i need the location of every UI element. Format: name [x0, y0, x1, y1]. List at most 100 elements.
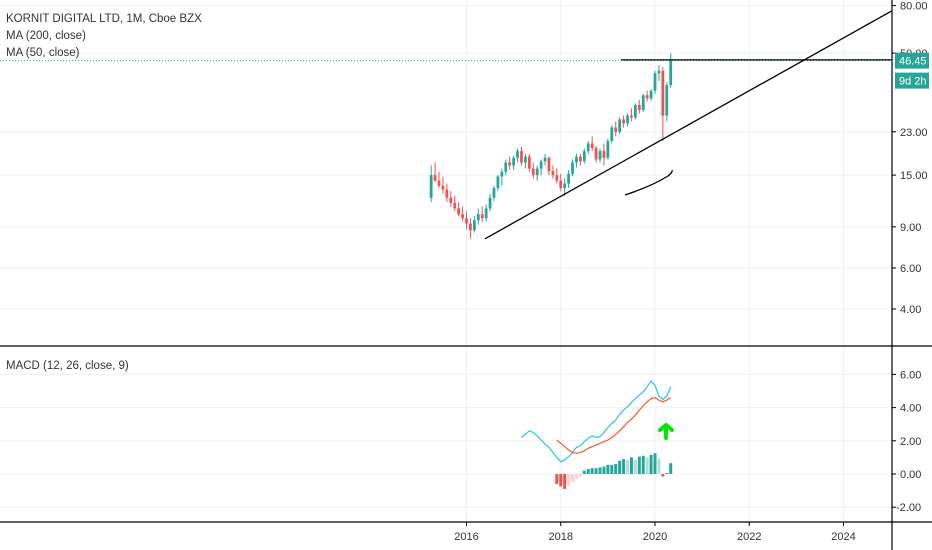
candle-body [653, 73, 657, 91]
candle-body [492, 188, 496, 198]
candle-body [524, 156, 527, 163]
candle-body [555, 175, 559, 181]
time-tick-label: 2020 [643, 531, 667, 543]
gridlines [0, 0, 892, 521]
histogram-bar [649, 454, 653, 474]
candle-body [433, 175, 437, 181]
histogram-bar [555, 474, 559, 484]
candle-body [531, 168, 535, 176]
histogram-bar [606, 464, 610, 474]
candle-body [504, 162, 508, 172]
candle-body [547, 157, 551, 172]
candle-body [586, 143, 590, 152]
ascending-trendline [484, 10, 893, 240]
candle-body [610, 127, 614, 142]
candle-body [527, 156, 531, 169]
time-tick-label: 2024 [831, 531, 855, 543]
price-tick-label: 6.00 [900, 263, 921, 275]
candle-body [571, 162, 574, 174]
macd-tick-label: 6.00 [900, 369, 921, 381]
bar-countdown: 9d 2h [899, 76, 927, 88]
symbol-title: KORNIT DIGITAL LTD, 1M, Cboe BZX [6, 13, 202, 25]
price-tick-label: 15.00 [900, 170, 928, 182]
histogram-bar [590, 468, 594, 474]
candle-body [618, 119, 622, 132]
candle-body [563, 183, 567, 189]
time-tick-label: 2016 [454, 531, 478, 543]
histogram-bar [559, 474, 563, 487]
countdown-badge [895, 72, 929, 89]
candle-body [535, 168, 539, 176]
candle-body [645, 95, 649, 99]
candle-body [594, 148, 598, 160]
candle-body [657, 70, 661, 74]
candle-body [567, 173, 571, 184]
ma200-legend: MA (200, close) [6, 30, 86, 42]
histogram-bar [582, 470, 586, 474]
candle-body [512, 157, 516, 166]
candle-body [429, 175, 433, 198]
histogram-bar [602, 466, 606, 474]
candle-body [630, 115, 633, 118]
histogram-bar [622, 459, 626, 474]
price-tick-label: 80.00 [900, 1, 928, 13]
histogram-bar [626, 459, 630, 474]
candle-body [449, 197, 453, 203]
last-price-value: 46.45 [899, 56, 927, 68]
macd-tick-label: 4.00 [900, 403, 921, 415]
candle-body [637, 104, 641, 111]
histogram-bar [629, 457, 633, 474]
candle-body [480, 214, 484, 219]
histogram-bar [578, 474, 582, 477]
candle-body [472, 220, 476, 231]
histogram-bar [567, 474, 571, 486]
candle-body [457, 208, 461, 215]
brush-stroke [624, 169, 673, 196]
candle-body [500, 171, 504, 177]
candle-body [633, 104, 637, 118]
histogram-bar [645, 457, 649, 474]
macd-histogram [555, 453, 673, 489]
histogram-bar [669, 463, 673, 474]
histogram-bar [614, 464, 618, 474]
candle-body [488, 197, 492, 209]
green-up-arrow-icon [658, 423, 674, 440]
candle-body [484, 208, 488, 219]
candle-body [602, 151, 606, 158]
candle-body [641, 95, 645, 111]
candle-body [461, 214, 464, 219]
candle-body [508, 162, 512, 166]
candle-body [669, 60, 673, 86]
candle-body [445, 189, 449, 198]
candle-body [551, 171, 555, 176]
candle-body [598, 151, 602, 160]
histogram-bar [574, 474, 578, 479]
candle-body [622, 119, 625, 124]
ma50-legend: MA (50, close) [6, 47, 80, 59]
candle-body [665, 85, 669, 116]
candle-body [626, 115, 629, 124]
histogram-bar [661, 474, 665, 477]
histogram-bar [571, 474, 575, 483]
signal-line [556, 396, 672, 454]
candles [429, 53, 673, 239]
candle-body [661, 70, 665, 116]
candle-body [606, 141, 610, 158]
candle-body [465, 218, 468, 224]
candle-body [441, 185, 445, 190]
price-tick-label: 4.00 [900, 304, 921, 316]
candle-body [575, 156, 578, 163]
time-tick-label: 2018 [549, 531, 573, 543]
histogram-bar [641, 455, 645, 474]
macd-tick-label: 0.00 [900, 469, 921, 481]
candle-body [578, 156, 582, 162]
histogram-bar [657, 458, 661, 474]
candle-body [649, 90, 653, 99]
histogram-bar [618, 460, 622, 474]
candle-body [516, 151, 519, 158]
histogram-bar [637, 456, 641, 474]
histogram-bar [610, 464, 614, 474]
candle-body [559, 180, 563, 189]
candle-body [539, 161, 543, 169]
